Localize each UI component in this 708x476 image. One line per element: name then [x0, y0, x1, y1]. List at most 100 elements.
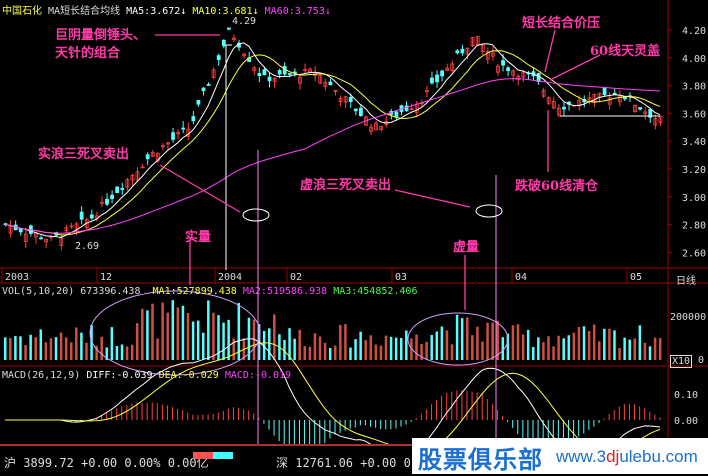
x-tick-label: 05 — [630, 272, 642, 283]
volume-bar — [29, 334, 32, 360]
volume-bar — [481, 341, 484, 360]
annotation-arrow — [544, 29, 556, 73]
candle — [379, 126, 384, 130]
candle — [521, 71, 526, 78]
candle — [617, 95, 622, 103]
shenzhen-index: 深 12761.06 +0.00 0.0 — [276, 456, 426, 470]
y-tick-label: 3.20 — [682, 165, 706, 176]
candle — [455, 50, 460, 54]
candle — [308, 68, 313, 73]
volume-bar — [638, 325, 642, 360]
macd-header: MACD(26,12,9) DIFF:-0.039 DEA:-0.029 MAC… — [2, 370, 291, 381]
volume-bar — [283, 339, 286, 360]
volume-bar — [237, 302, 241, 360]
y-tick-label: 4.20 — [682, 26, 706, 37]
volume-bar — [252, 319, 256, 360]
volume-bar — [445, 330, 449, 360]
market-breadth-bar — [193, 452, 233, 459]
candle — [435, 74, 439, 83]
annotation-arrow — [549, 54, 601, 81]
volume-bar — [323, 342, 327, 360]
volume-bar — [592, 324, 596, 360]
candle — [338, 98, 343, 103]
volume-bar — [166, 312, 169, 360]
volume-bar — [120, 344, 124, 360]
volume-bar — [227, 319, 230, 360]
volume-bar — [420, 343, 423, 360]
volume-bar — [648, 346, 652, 360]
candle — [643, 111, 648, 114]
candle — [130, 175, 135, 181]
candle — [277, 70, 282, 75]
low-label: 2.69 — [75, 241, 100, 252]
candle — [607, 97, 612, 105]
candle — [348, 96, 353, 102]
candle — [358, 107, 363, 117]
volume-bar — [4, 337, 7, 360]
dea-line — [5, 342, 661, 454]
candle — [18, 228, 23, 233]
volume-bar — [471, 335, 474, 360]
candle — [267, 76, 272, 82]
candle — [89, 214, 94, 219]
candle — [409, 108, 414, 111]
candle — [323, 81, 328, 88]
volume-bar — [394, 337, 398, 360]
candle — [252, 67, 257, 71]
candle — [110, 194, 115, 200]
candle — [8, 225, 13, 234]
candle — [303, 69, 307, 71]
vol-ma1: MA1:527899.438 — [152, 286, 237, 297]
candle — [633, 104, 637, 113]
volume-bar — [141, 308, 144, 360]
candle — [135, 171, 140, 181]
candle — [587, 97, 592, 100]
volume-bar — [130, 344, 134, 360]
period-label[interactable]: 日线 — [676, 276, 696, 287]
volume-bar — [14, 336, 17, 360]
volume-bar — [557, 335, 560, 360]
cross-circle — [475, 204, 503, 218]
volume-bar — [618, 347, 621, 360]
chart-header: 中国石化 MA短长结合均线 MA5:3.672↓ MA10:3.681↓ MA6… — [2, 6, 331, 17]
volume-bar — [425, 341, 428, 360]
volume-bar — [577, 327, 581, 360]
candle — [64, 227, 69, 232]
candle — [536, 73, 541, 82]
macd-label: MACD(26,12,9) — [2, 370, 81, 381]
candle — [562, 106, 566, 110]
volume-bar — [318, 336, 322, 360]
vol-ma2: MA2:519586.938 — [242, 286, 328, 297]
candle — [160, 145, 165, 148]
volume-bar — [9, 338, 12, 360]
volume-bar — [491, 322, 494, 360]
volume-bar — [658, 338, 662, 360]
volume-ellipse — [89, 290, 261, 376]
candle — [257, 73, 262, 77]
candle — [353, 108, 358, 112]
candle — [39, 237, 43, 240]
volume-bar — [354, 339, 357, 360]
macd-tick-label: 0.10 — [674, 390, 698, 401]
y-tick-label: 3.00 — [682, 193, 706, 204]
candle — [612, 92, 617, 95]
vol-header: VOL(5,10,20) 673396.438↓ MA1:527899.438 … — [2, 286, 418, 297]
candle — [556, 107, 561, 116]
candle — [318, 75, 323, 84]
volume-bar — [115, 346, 119, 360]
volume-bar — [171, 300, 175, 360]
volume-bar — [161, 302, 164, 360]
candle — [394, 111, 399, 117]
volume-bar — [364, 340, 367, 360]
candle — [430, 77, 434, 84]
volume-bar — [100, 336, 103, 360]
y-tick-label: 3.60 — [682, 109, 706, 120]
candle — [140, 166, 145, 169]
candle — [206, 84, 211, 86]
candle — [511, 70, 516, 76]
volume-bar — [19, 336, 22, 360]
x-tick-label: 03 — [395, 272, 407, 283]
candle — [181, 127, 186, 130]
volume-bar — [298, 329, 301, 360]
volume-bar — [643, 342, 647, 360]
